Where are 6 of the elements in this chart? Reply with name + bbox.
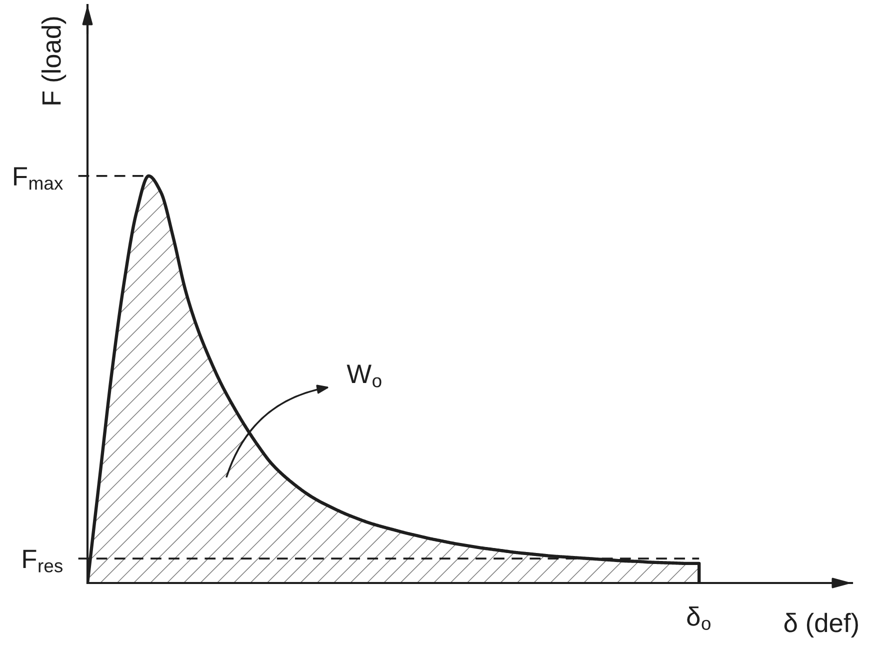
annotation: W$_{o}$ — [346, 364, 382, 388]
y-axis-title: F (load) — [41, 17, 66, 104]
annotation: δ$_{o}$ — [687, 606, 710, 630]
ref-line-label: F$_{res}$ — [23, 550, 62, 572]
ref-line-label: F$_{max}$ — [14, 167, 63, 190]
x-axis-title: δ (def) — [784, 612, 858, 638]
